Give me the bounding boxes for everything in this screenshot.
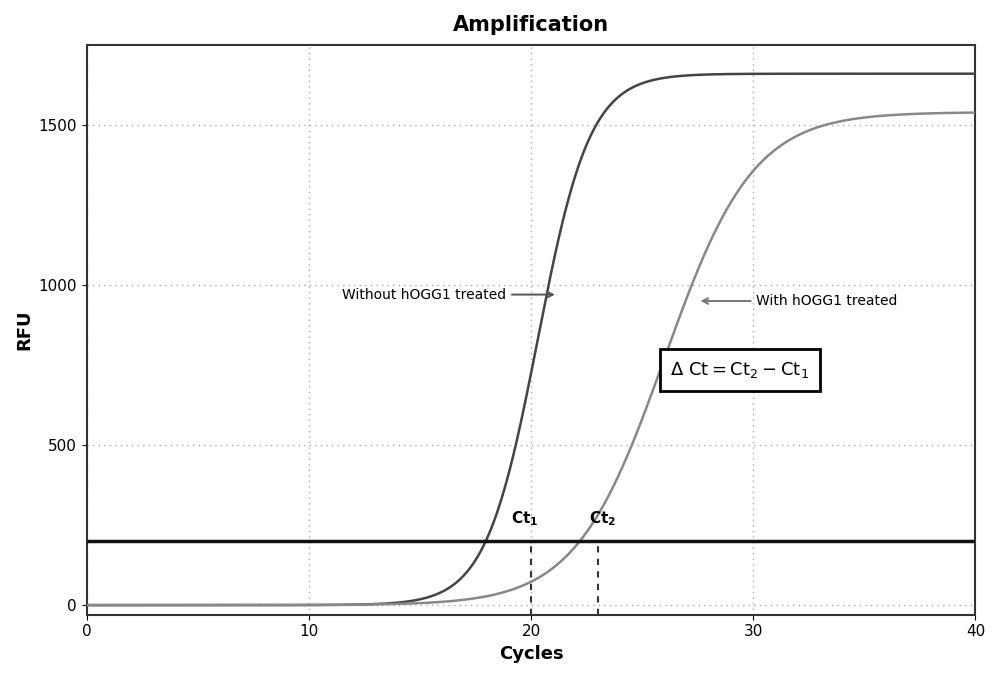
Text: With hOGG1 treated: With hOGG1 treated (703, 294, 898, 308)
Text: $\mathbf{Ct_1}$: $\mathbf{Ct_1}$ (511, 510, 538, 528)
Title: Amplification: Amplification (453, 15, 609, 35)
Text: $\Delta\ \mathrm{Ct}=\mathrm{Ct}_2-\mathrm{Ct}_1$: $\Delta\ \mathrm{Ct}=\mathrm{Ct}_2-\math… (670, 360, 809, 380)
Text: Without hOGG1 treated: Without hOGG1 treated (342, 287, 553, 302)
Text: $\mathbf{Ct_2}$: $\mathbf{Ct_2}$ (589, 510, 616, 528)
X-axis label: Cycles: Cycles (499, 645, 563, 663)
Y-axis label: RFU: RFU (15, 310, 33, 350)
